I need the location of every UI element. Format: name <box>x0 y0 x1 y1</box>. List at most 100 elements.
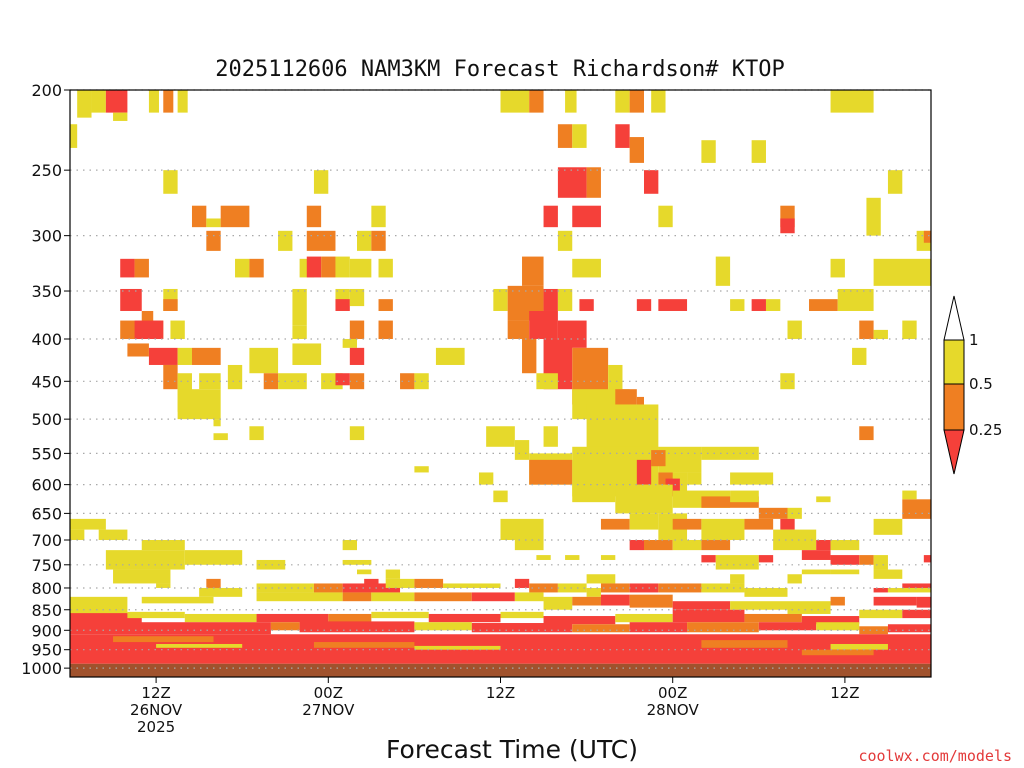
y-tick-label: 300 <box>31 227 62 246</box>
ri-cell-orange <box>342 592 372 602</box>
ri-cell-yellow <box>730 601 788 610</box>
ri-cell-yellow <box>887 170 903 194</box>
ri-cell-red <box>557 167 587 198</box>
ri-cell-orange <box>586 167 601 198</box>
ri-cell-red <box>780 218 795 234</box>
y-axis-ticks: 200 250 300 350 400 450 500 550 600 650 700 750 800 8… <box>21 81 70 678</box>
ri-cell-yellow <box>600 555 616 560</box>
x-tick-label: 26NOV <box>130 701 183 719</box>
ri-cell-yellow <box>371 611 429 619</box>
ri-cell-yellow <box>77 90 92 118</box>
ri-cell-yellow <box>557 230 573 251</box>
ri-cell-red <box>600 594 630 606</box>
y-tick-label: 700 <box>31 531 62 550</box>
ri-cell-orange <box>134 258 149 278</box>
ri-cell-orange <box>830 596 845 606</box>
ri-cell-yellow <box>184 613 257 623</box>
ri-cell-orange <box>859 426 874 441</box>
ri-cell-orange <box>378 320 393 339</box>
legend-top-arrow <box>943 295 965 341</box>
y-tick-label: 750 <box>31 556 62 575</box>
ri-cell-red <box>428 613 501 623</box>
ri-cell-yellow <box>414 622 472 631</box>
ri-cell-orange <box>321 256 336 278</box>
ri-cell-red <box>471 592 515 602</box>
ri-cell-yellow <box>715 555 759 570</box>
ri-cell-orange <box>414 578 444 588</box>
y-tick-label: 200 <box>31 81 62 100</box>
ri-cell-yellow <box>658 205 673 228</box>
ri-cell-orange <box>206 578 221 588</box>
ri-cell-orange <box>141 310 154 326</box>
ri-cell-orange <box>672 518 702 530</box>
ri-cell-red <box>342 583 401 593</box>
ri-cell-yellow <box>342 559 372 565</box>
ri-cell-yellow <box>349 258 372 278</box>
ri-cell-yellow <box>342 338 357 348</box>
ri-cell-red <box>615 124 630 148</box>
ri-cell-orange <box>658 583 702 593</box>
credit-link[interactable]: coolwx.com/models <box>858 747 1012 765</box>
ri-cell-yellow <box>701 140 716 163</box>
ri-cell-orange <box>744 518 774 530</box>
ri-cell-yellow <box>902 320 917 339</box>
legend-bin-yellow <box>943 339 965 385</box>
ri-cell-red <box>543 288 558 311</box>
ri-cell-red <box>70 655 931 664</box>
ri-cell-yellow <box>572 484 616 503</box>
ri-cell-yellow <box>816 496 831 503</box>
ri-cell-yellow <box>249 426 264 441</box>
ri-cell-red <box>514 578 530 588</box>
y-tick-label: 350 <box>31 282 62 301</box>
ri-cell-yellow <box>486 426 515 447</box>
ri-cell-orange <box>636 396 644 405</box>
ri-cell-yellow <box>148 90 159 113</box>
ri-cell-orange <box>113 636 214 643</box>
ri-cell-yellow <box>586 574 616 584</box>
ri-cell-orange <box>522 338 537 374</box>
ri-cell-red <box>543 616 616 625</box>
ri-cell-orange <box>263 373 279 390</box>
ri-cell-red <box>780 518 795 530</box>
ri-cell-yellow <box>572 124 587 148</box>
ri-cell-yellow <box>816 622 860 631</box>
ri-cell-orange <box>859 555 874 565</box>
ri-cell-red <box>801 550 831 560</box>
ri-cell-yellow <box>414 466 429 473</box>
ri-cell-yellow <box>170 320 185 339</box>
legend-level-label: 0.25 <box>969 421 1002 439</box>
ri-cell-yellow <box>493 288 508 311</box>
ri-cell-yellow <box>206 218 221 228</box>
ri-cell-red <box>644 170 659 194</box>
ri-cell-orange <box>163 90 174 113</box>
y-tick-label: 450 <box>31 372 62 391</box>
ri-cell-red <box>758 555 774 563</box>
ri-cell-yellow <box>113 569 171 584</box>
ri-cell-orange <box>629 594 673 608</box>
ri-cell-red <box>529 310 558 339</box>
ri-cell-red <box>105 90 128 113</box>
ri-cell-yellow <box>156 583 171 588</box>
ri-cell-red <box>701 555 716 563</box>
ri-cell-orange <box>629 90 644 113</box>
ri-cell-red <box>923 555 931 563</box>
ri-cell-yellow <box>514 440 530 460</box>
ri-cell-yellow <box>557 583 587 593</box>
ri-cell-orange <box>163 299 178 311</box>
y-tick-label: 800 <box>31 579 62 598</box>
x-tick-label: 12Z <box>486 684 515 702</box>
ri-cell-yellow <box>335 256 350 278</box>
ri-cell-yellow <box>385 569 401 579</box>
ri-cell-yellow <box>371 592 415 602</box>
x-tick-label: 27NOV <box>302 701 355 719</box>
ri-cell-yellow <box>715 256 731 286</box>
ri-cell-yellow <box>572 258 601 278</box>
ri-cell-red <box>335 299 350 311</box>
ri-cell-yellow <box>443 583 501 588</box>
ri-cell-orange <box>400 373 415 390</box>
ri-cell-yellow <box>357 569 372 575</box>
ri-cell-yellow <box>357 230 372 251</box>
ri-cell-yellow <box>873 569 903 579</box>
ri-cell-red <box>873 596 917 606</box>
